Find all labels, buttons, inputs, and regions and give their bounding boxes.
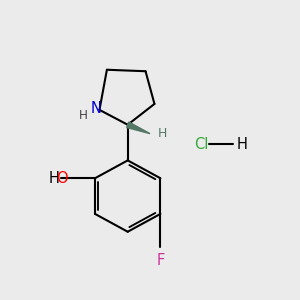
Text: N: N — [91, 101, 102, 116]
Text: O: O — [56, 171, 68, 186]
Text: H: H — [49, 171, 59, 186]
Text: H: H — [236, 136, 247, 152]
Polygon shape — [127, 122, 150, 134]
Text: Cl: Cl — [194, 136, 209, 152]
Text: H: H — [158, 127, 167, 140]
Text: F: F — [156, 253, 164, 268]
Text: H: H — [79, 109, 88, 122]
